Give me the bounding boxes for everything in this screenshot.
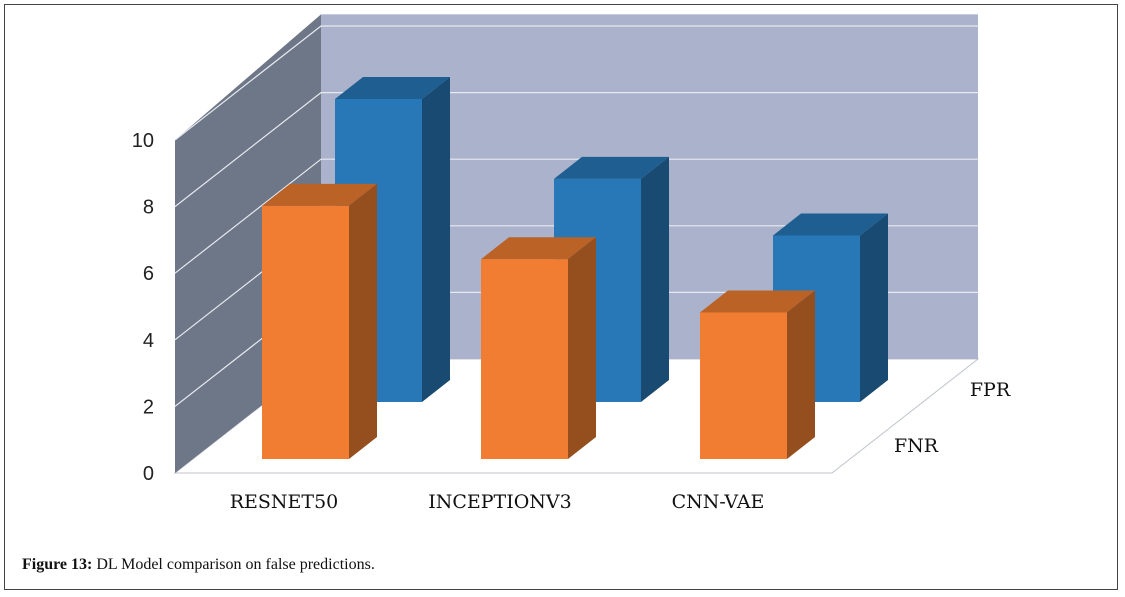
gridline — [174, 25, 978, 141]
gridline — [174, 91, 978, 208]
bar-front — [700, 312, 787, 459]
bar-front — [262, 205, 349, 459]
bar-top — [262, 183, 377, 206]
bar-fnr-cnn-vae — [700, 290, 815, 459]
x-category-label: INCEPTIONV3 — [428, 491, 572, 513]
bar-top — [773, 213, 888, 236]
bar-side — [349, 183, 377, 460]
bar-top — [335, 76, 450, 99]
bar-side — [422, 76, 450, 402]
bar-side — [787, 290, 815, 459]
bar-side — [568, 237, 596, 459]
y-tick-label: 10 — [132, 130, 154, 152]
y-tick-label: 2 — [143, 396, 154, 418]
bar-top — [554, 156, 669, 179]
y-tick-label: 6 — [143, 263, 154, 285]
bar-top — [481, 237, 596, 260]
y-tick-label: 4 — [143, 330, 154, 352]
series-label-fpr: FPR — [970, 379, 1011, 401]
bar-side — [641, 156, 669, 402]
figure-caption-text: DL Model comparison on false predictions… — [96, 556, 375, 573]
bar-fnr-resnet50 — [262, 183, 377, 460]
bar-side — [860, 213, 888, 402]
gridline — [174, 158, 978, 274]
series-label-fnr: FNR — [894, 435, 939, 457]
x-category-label: CNN-VAE — [672, 491, 765, 513]
x-category-label: RESNET50 — [230, 491, 339, 513]
bar-top — [700, 290, 815, 313]
y-tick-label: 0 — [143, 463, 154, 485]
y-tick-label: 8 — [143, 197, 154, 219]
bar-fnr-inceptionv3 — [481, 237, 596, 459]
bar-front — [481, 259, 568, 459]
figure-label: Figure 13: — [22, 556, 93, 573]
figure-caption: Figure 13: DL Model comparison on false … — [22, 556, 375, 574]
